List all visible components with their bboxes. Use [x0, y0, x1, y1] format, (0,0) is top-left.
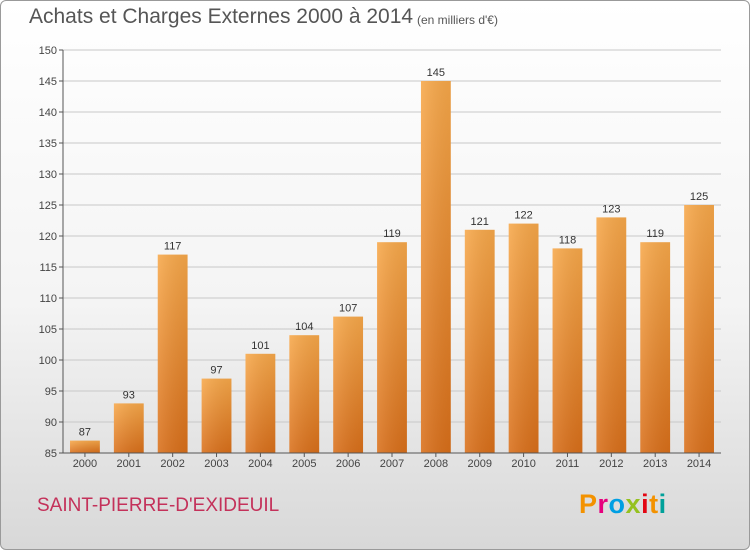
- value-label-2012: 123: [602, 203, 620, 215]
- value-label-2002: 117: [164, 241, 182, 253]
- logo-letter: x: [625, 489, 642, 519]
- proxiti-logo[interactable]: Proxiti: [579, 489, 667, 520]
- bar-shade-2008: [420, 81, 451, 453]
- value-label-2013: 119: [646, 228, 664, 240]
- x-tick-label-2010: 2010: [511, 458, 535, 470]
- y-tick-label: 140: [39, 107, 57, 119]
- y-tick-label: 130: [39, 169, 57, 181]
- y-tick-label: 90: [45, 417, 57, 429]
- x-tick-label-2002: 2002: [160, 458, 184, 470]
- bars: 87 93 117 97 101 104 107 119 145 121 122 118 123 119 1…: [70, 67, 714, 453]
- bar-shade-2012: [596, 217, 627, 453]
- x-tick-label-2009: 2009: [467, 458, 491, 470]
- logo-letter: i: [641, 489, 650, 519]
- value-label-2005: 104: [295, 321, 313, 333]
- axes: 85 90 95 100 105 110 115 120 125 130 135 140 145 150 2…: [39, 45, 721, 470]
- y-tick-label: 100: [39, 355, 57, 367]
- value-label-2007: 119: [383, 228, 401, 240]
- value-label-2001: 93: [123, 389, 135, 401]
- x-tick-label-2005: 2005: [292, 458, 316, 470]
- logo-letter: i: [658, 489, 667, 519]
- bar-shade-2000: [70, 440, 100, 453]
- chart-subtitle: (en milliers d'€): [417, 13, 498, 27]
- x-tick-label-2004: 2004: [248, 458, 272, 470]
- y-tick-label: 150: [39, 45, 57, 57]
- x-tick-label-2014: 2014: [687, 458, 711, 470]
- y-tick-label: 85: [45, 448, 57, 460]
- logo-letter: P: [579, 489, 598, 519]
- value-label-2004: 101: [251, 340, 269, 352]
- value-label-2000: 87: [79, 427, 91, 439]
- x-tick-label-2003: 2003: [204, 458, 228, 470]
- value-label-2006: 107: [339, 303, 357, 315]
- x-tick-label-2007: 2007: [380, 458, 404, 470]
- bar-shade-2009: [464, 229, 495, 453]
- y-tick-label: 125: [39, 200, 57, 212]
- value-label-2008: 145: [427, 67, 445, 79]
- bar-shade-2014: [684, 205, 714, 453]
- x-tick-label-2013: 2013: [643, 458, 667, 470]
- value-label-2009: 121: [471, 216, 489, 228]
- value-label-2014: 125: [690, 191, 708, 203]
- y-tick-label: 145: [39, 76, 57, 88]
- x-tick-label-2011: 2011: [556, 458, 580, 470]
- y-tick-label: 135: [39, 138, 57, 150]
- bar-shade-2002: [157, 254, 188, 453]
- bar-shade-2004: [245, 353, 276, 453]
- value-label-2003: 97: [210, 365, 222, 377]
- y-tick-label: 115: [39, 262, 57, 274]
- logo-letter: r: [597, 489, 609, 519]
- bar-shade-2003: [201, 378, 232, 453]
- y-tick-label: 95: [45, 386, 57, 398]
- logo-letter: o: [608, 489, 626, 519]
- y-tick-label: 120: [39, 231, 57, 243]
- x-tick-label-2006: 2006: [336, 458, 360, 470]
- value-label-2011: 118: [559, 234, 577, 246]
- bar-shade-2010: [508, 223, 539, 453]
- chart-title: Achats et Charges Externes 2000 à 2014: [29, 5, 414, 28]
- x-tick-label-2008: 2008: [424, 458, 448, 470]
- commune-name: SAINT-PIERRE-D'EXIDEUIL: [37, 495, 280, 516]
- x-tick-label-2001: 2001: [117, 458, 141, 470]
- value-label-2010: 122: [514, 210, 532, 222]
- bar-shade-2005: [289, 335, 320, 453]
- x-tick-label-2000: 2000: [73, 458, 97, 470]
- bar-shade-2007: [377, 242, 407, 453]
- bar-shade-2011: [552, 248, 583, 453]
- x-tick-label-2012: 2012: [599, 458, 623, 470]
- y-tick-label: 110: [39, 293, 57, 305]
- bar-shade-2013: [640, 242, 671, 453]
- bar-shade-2001: [113, 403, 144, 453]
- logo-letter: t: [649, 489, 659, 519]
- bar-shade-2006: [333, 316, 364, 453]
- y-tick-label: 105: [39, 324, 57, 336]
